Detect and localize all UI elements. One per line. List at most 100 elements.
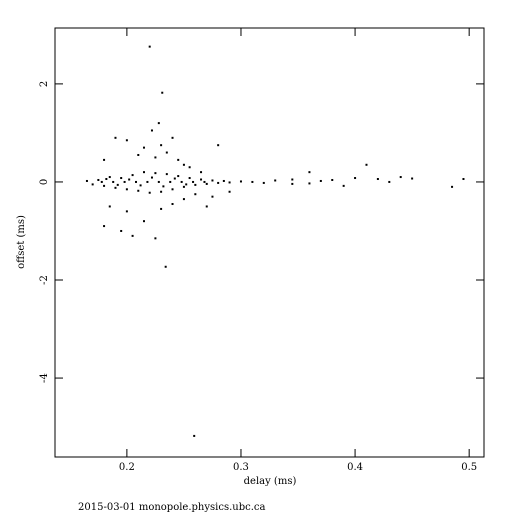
point: [157, 180, 160, 183]
point: [200, 178, 203, 181]
point: [228, 190, 231, 193]
point: [200, 171, 203, 174]
point: [154, 237, 157, 240]
x-axis-label: delay (ms): [244, 476, 297, 487]
point: [217, 181, 220, 184]
point: [128, 178, 131, 181]
point: [108, 205, 111, 208]
point: [157, 122, 160, 125]
point: [146, 180, 149, 183]
x-tick-label: 0.5: [461, 462, 477, 473]
point: [164, 265, 167, 268]
point: [139, 184, 142, 187]
point: [171, 188, 174, 191]
point: [217, 144, 220, 147]
point: [125, 139, 128, 142]
point: [137, 153, 140, 156]
point: [131, 174, 134, 177]
point: [411, 177, 414, 180]
point: [192, 180, 195, 183]
point: [177, 158, 180, 161]
point: [125, 210, 128, 213]
point: [114, 186, 117, 189]
point: [100, 180, 103, 183]
y-tick-label: 2: [39, 81, 50, 87]
point: [451, 185, 454, 188]
point: [160, 190, 163, 193]
point: [308, 182, 311, 185]
point: [131, 234, 134, 237]
point: [142, 146, 145, 149]
x-tick-label: 0.2: [119, 462, 135, 473]
point: [182, 198, 185, 201]
point: [148, 191, 151, 194]
point: [165, 173, 168, 176]
point: [91, 183, 94, 186]
point: [205, 182, 208, 185]
point: [112, 180, 115, 183]
y-tick-label: 0: [39, 179, 50, 185]
point: [182, 185, 185, 188]
point: [354, 177, 357, 180]
point: [85, 179, 88, 182]
point: [160, 144, 163, 147]
plot-frame: [54, 27, 485, 458]
point: [142, 220, 145, 223]
point: [222, 179, 225, 182]
point: [173, 177, 176, 180]
point: [165, 151, 168, 154]
point: [262, 181, 265, 184]
point: [308, 171, 311, 174]
point: [331, 178, 334, 181]
point: [376, 178, 379, 181]
y-axis-label: offset (ms): [16, 215, 27, 269]
point: [211, 195, 214, 198]
point: [388, 180, 391, 183]
point: [319, 179, 322, 182]
point: [154, 156, 157, 159]
point: [188, 177, 191, 180]
point: [365, 163, 368, 166]
point: [97, 178, 100, 181]
point: [194, 183, 197, 186]
point: [188, 166, 191, 169]
point: [103, 158, 106, 161]
point: [114, 136, 117, 139]
point: [274, 179, 277, 182]
point: [205, 205, 208, 208]
y-tick-label: -2: [39, 275, 50, 285]
point: [135, 180, 138, 183]
point: [462, 178, 465, 181]
point: [150, 176, 153, 179]
point: [171, 136, 174, 139]
point: [161, 91, 164, 94]
point: [108, 176, 111, 179]
point: [194, 193, 197, 196]
point: [291, 182, 294, 185]
point: [239, 180, 242, 183]
point: [162, 185, 165, 188]
footer: 2015-03-01 monopole.physics.ubc.ca: [78, 502, 265, 512]
point: [228, 181, 231, 184]
point: [342, 184, 345, 187]
point: [251, 180, 254, 183]
point: [211, 179, 214, 182]
point: [203, 180, 206, 183]
point: [116, 183, 119, 186]
point: [185, 183, 188, 186]
point: [125, 188, 128, 191]
point: [182, 163, 185, 166]
x-tick-label: 0.4: [347, 462, 363, 473]
point: [399, 176, 402, 179]
point: [120, 177, 123, 180]
point: [180, 180, 183, 183]
point: [154, 172, 157, 175]
point: [103, 184, 106, 187]
point: [177, 175, 180, 178]
point: [160, 207, 163, 210]
y-tick-label: -4: [39, 373, 50, 383]
x-tick-label: 0.3: [233, 462, 249, 473]
